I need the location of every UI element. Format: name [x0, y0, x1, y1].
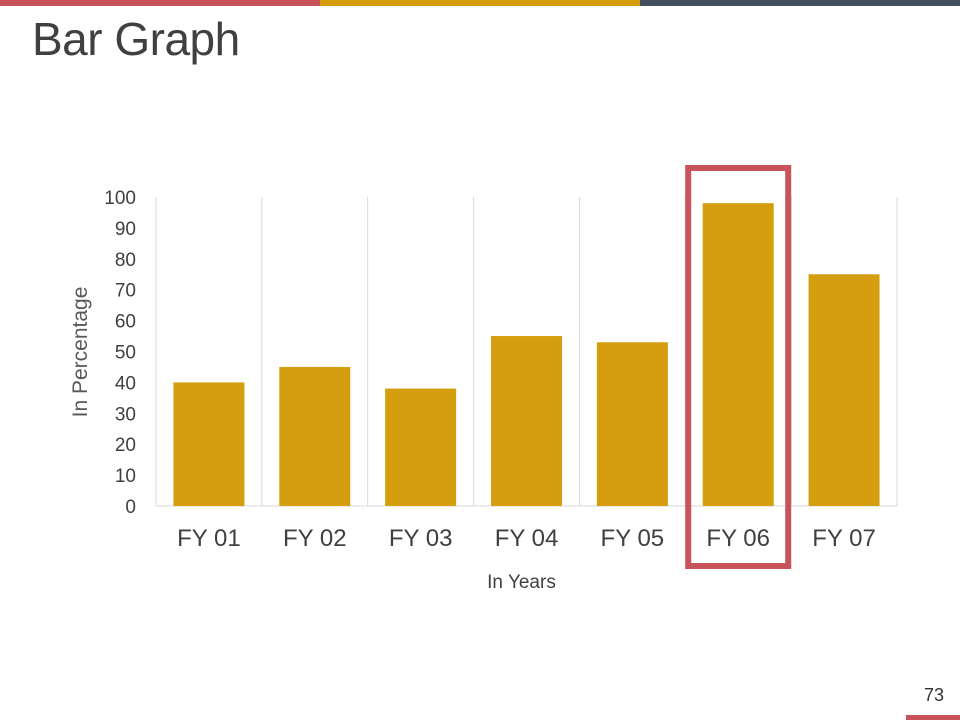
y-tick-label: 20 [115, 435, 136, 456]
bar [385, 388, 457, 506]
x-tick-label: FY 04 [495, 525, 559, 552]
y-tick-label: 90 [115, 219, 136, 240]
y-tick-label: 60 [115, 312, 136, 333]
accent-segment-red [0, 0, 320, 6]
y-tick-label: 10 [115, 466, 136, 487]
page-number: 73 [923, 685, 944, 705]
y-tick-label: 50 [115, 343, 136, 364]
bar [596, 342, 668, 506]
x-tick-label: FY 05 [601, 525, 665, 552]
x-tick-label: FY 07 [812, 525, 876, 552]
bottom-accent-bar [906, 715, 960, 720]
y-tick-label: 70 [115, 281, 136, 302]
y-tick-label: 40 [115, 373, 136, 394]
y-tick-label: 0 [125, 497, 136, 518]
x-tick-label: FY 03 [389, 525, 453, 552]
y-tick-label: 30 [115, 404, 136, 425]
slide-title: Bar Graph [32, 13, 240, 65]
bar [279, 366, 351, 506]
y-tick-label: 80 [115, 250, 136, 271]
x-tick-label: FY 01 [177, 525, 241, 552]
x-tick-label: FY 06 [706, 525, 770, 552]
top-accent-bar [0, 0, 960, 6]
y-axis-title: In Percentage [69, 287, 92, 418]
highlight-box [685, 165, 792, 569]
x-axis-title: In Years [487, 572, 556, 593]
bar [808, 274, 880, 506]
accent-segment-gold [320, 0, 640, 6]
y-tick-label: 100 [104, 188, 136, 209]
bar [702, 203, 774, 506]
x-tick-label: FY 02 [283, 525, 347, 552]
accent-segment-navy [640, 0, 960, 6]
bar [491, 336, 562, 506]
bar [173, 382, 245, 506]
